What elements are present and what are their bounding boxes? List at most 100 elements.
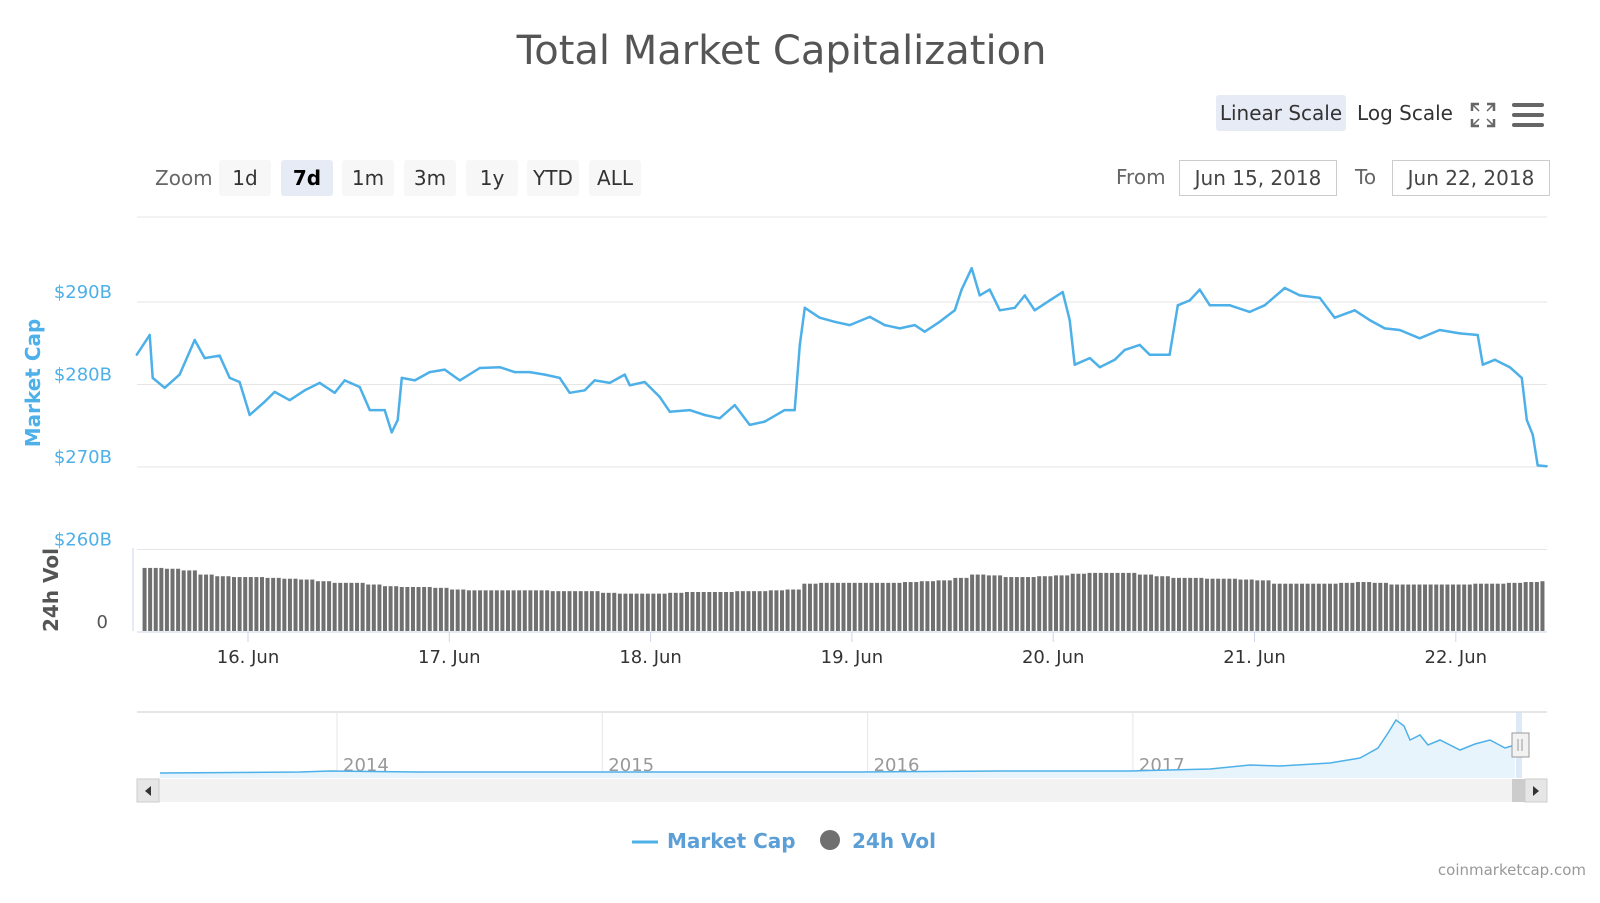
market-cap-point[interactable] <box>1248 310 1251 314</box>
market-cap-point[interactable] <box>593 379 596 382</box>
volume-bar[interactable] <box>1462 584 1467 631</box>
volume-bar[interactable] <box>617 593 622 631</box>
volume-bar[interactable] <box>388 586 393 631</box>
market-cap-point[interactable] <box>833 320 836 323</box>
volume-bar[interactable] <box>382 586 387 631</box>
volume-bar[interactable] <box>908 582 913 631</box>
volume-bar[interactable] <box>1177 577 1182 631</box>
market-cap-point[interactable] <box>498 365 501 369</box>
volume-bar[interactable] <box>1037 576 1042 631</box>
market-cap-point[interactable] <box>608 381 611 385</box>
volume-bar[interactable] <box>998 575 1003 631</box>
volume-bar[interactable] <box>1434 584 1439 631</box>
market-cap-point[interactable] <box>1298 294 1301 297</box>
volume-bar[interactable] <box>522 590 527 631</box>
to-date-input[interactable]: Jun 22, 2018 <box>1392 160 1550 196</box>
market-cap-point[interactable] <box>1098 365 1101 369</box>
volume-bar[interactable] <box>735 591 740 631</box>
market-cap-point[interactable] <box>333 391 336 394</box>
volume-bar[interactable] <box>349 582 354 631</box>
market-cap-point[interactable] <box>1208 304 1211 307</box>
market-cap-point[interactable] <box>923 330 926 333</box>
market-cap-point[interactable] <box>228 376 231 380</box>
volume-bar[interactable] <box>1367 582 1372 631</box>
market-cap-point[interactable] <box>558 376 561 380</box>
volume-bar[interactable] <box>187 570 192 631</box>
volume-bar[interactable] <box>1439 584 1444 631</box>
market-cap-point[interactable] <box>1476 333 1479 337</box>
volume-bar[interactable] <box>1221 578 1226 631</box>
volume-bar[interactable] <box>506 590 511 631</box>
volume-bar[interactable] <box>192 570 197 631</box>
volume-bar[interactable] <box>718 591 723 631</box>
volume-bar[interactable] <box>438 587 443 631</box>
volume-bar[interactable] <box>366 584 371 631</box>
volume-bar[interactable] <box>1009 577 1014 631</box>
volume-bar[interactable] <box>656 593 661 631</box>
volume-bar[interactable] <box>1165 576 1170 631</box>
volume-bar[interactable] <box>1065 575 1070 631</box>
volume-bar[interactable] <box>1467 584 1472 631</box>
market-cap-point[interactable] <box>1263 304 1266 307</box>
market-cap-point[interactable] <box>718 417 721 420</box>
volume-bar[interactable] <box>1087 572 1092 631</box>
scrollbar-track[interactable] <box>137 779 1547 802</box>
volume-bar[interactable] <box>1216 578 1221 631</box>
volume-bar[interactable] <box>338 582 343 631</box>
volume-bar[interactable] <box>360 582 365 631</box>
volume-bar[interactable] <box>1490 583 1495 631</box>
market-cap-point[interactable] <box>583 389 586 392</box>
volume-bar[interactable] <box>226 576 231 631</box>
volume-bar[interactable] <box>198 574 203 631</box>
market-cap-point[interactable] <box>798 343 801 347</box>
market-cap-point[interactable] <box>528 370 531 374</box>
market-cap-point[interactable] <box>1545 464 1548 468</box>
volume-bar[interactable] <box>1484 583 1489 631</box>
volume-bar[interactable] <box>1428 584 1433 631</box>
volume-bar[interactable] <box>1300 583 1305 631</box>
volume-bar[interactable] <box>567 591 572 631</box>
volume-bar[interactable] <box>930 581 935 631</box>
volume-bar[interactable] <box>1232 578 1237 631</box>
market-cap-point[interactable] <box>763 420 767 423</box>
volume-bar[interactable] <box>1523 582 1528 631</box>
volume-bar[interactable] <box>1204 578 1209 631</box>
volume-bar[interactable] <box>875 582 880 631</box>
volume-bar[interactable] <box>1266 580 1271 631</box>
volume-bar[interactable] <box>1339 582 1344 631</box>
volume-bar[interactable] <box>232 577 237 631</box>
market-cap-point[interactable] <box>988 288 991 291</box>
market-cap-point[interactable] <box>960 288 963 291</box>
volume-bar[interactable] <box>942 580 947 631</box>
volume-bar[interactable] <box>248 577 253 631</box>
market-cap-point[interactable] <box>623 373 626 376</box>
volume-bar[interactable] <box>774 590 779 631</box>
volume-bar[interactable] <box>612 592 617 631</box>
log-scale-button[interactable]: Log Scale <box>1357 101 1453 125</box>
volume-bar[interactable] <box>824 582 829 631</box>
volume-bar[interactable] <box>254 577 259 631</box>
market-cap-point[interactable] <box>938 320 941 323</box>
market-cap-point[interactable] <box>1481 363 1484 366</box>
volume-bar[interactable] <box>293 578 298 631</box>
market-cap-point[interactable] <box>413 379 416 382</box>
volume-bar[interactable] <box>209 574 214 631</box>
volume-bar[interactable] <box>1294 583 1299 631</box>
market-cap-point[interactable] <box>998 309 1001 312</box>
market-cap-point[interactable] <box>1068 318 1071 322</box>
volume-bar[interactable] <box>1473 583 1478 631</box>
market-cap-point[interactable] <box>1508 365 1511 369</box>
volume-bar[interactable] <box>1188 577 1193 631</box>
volume-bar[interactable] <box>1316 583 1321 631</box>
market-cap-point[interactable] <box>1061 290 1064 294</box>
market-cap-point[interactable] <box>543 373 546 376</box>
volume-bar[interactable] <box>1534 582 1539 631</box>
market-cap-point[interactable] <box>1198 288 1201 291</box>
market-cap-point[interactable] <box>400 376 403 380</box>
zoom-1m-button[interactable]: 1m <box>342 160 394 196</box>
volume-bar[interactable] <box>696 591 701 631</box>
volume-bar[interactable] <box>1372 582 1377 631</box>
volume-bar[interactable] <box>1423 584 1428 631</box>
volume-bar[interactable] <box>1411 584 1416 631</box>
volume-bar[interactable] <box>1115 572 1120 631</box>
